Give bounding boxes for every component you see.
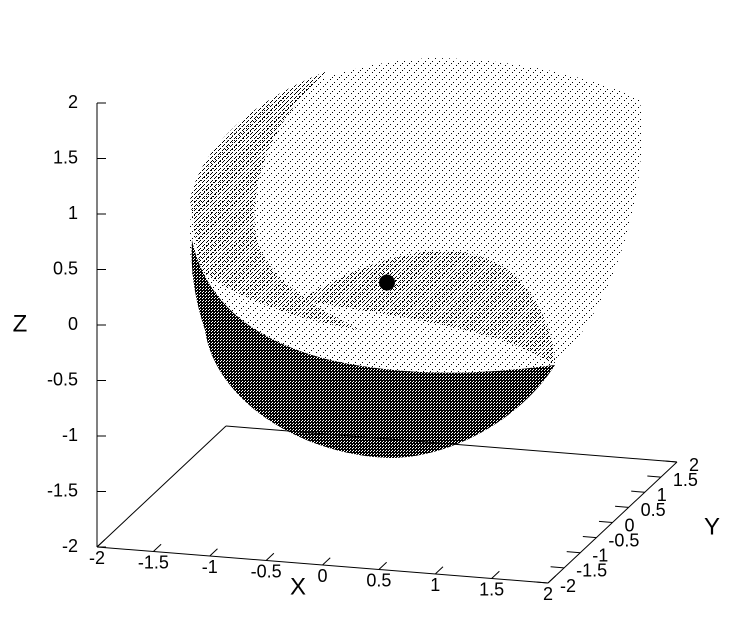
- z-tick-label: -1.5: [47, 480, 78, 500]
- z-tick-label: -2: [62, 536, 78, 556]
- y-tick-label: 2: [689, 455, 699, 475]
- z-tick-label: -0.5: [47, 369, 78, 389]
- x-tick: [491, 570, 500, 579]
- x-tick-label: 0.5: [366, 570, 391, 590]
- z-tick-label: 1: [68, 203, 78, 223]
- y-axis-title: Y: [704, 513, 720, 540]
- x-tick-label: -1: [202, 557, 218, 577]
- x-tick: [547, 575, 557, 584]
- x-tick: [434, 566, 444, 575]
- y-tick-label: 0.5: [641, 500, 666, 520]
- x-tick-label: -2: [89, 548, 105, 568]
- axis-line: [225, 425, 678, 463]
- x-tick: [96, 539, 106, 548]
- y-tick: [631, 490, 645, 493]
- y-tick: [566, 551, 581, 554]
- x-tick-label: 1: [430, 575, 440, 595]
- z-tick-label: 0.5: [53, 258, 78, 278]
- x-tick-label: 2: [543, 584, 553, 604]
- y-tick: [615, 505, 629, 508]
- point-cloud: [189, 58, 642, 458]
- y-tick-label: -2: [560, 576, 576, 596]
- z-tick-label: 0: [68, 314, 78, 334]
- y-tick-label: -1: [592, 546, 608, 566]
- y-tick: [534, 581, 549, 584]
- y-tick-label: 1.5: [673, 470, 698, 490]
- x-tick-label: 1.5: [479, 579, 504, 599]
- y-tick: [582, 536, 597, 539]
- x-tick-label: 0: [317, 566, 327, 586]
- x-tick: [153, 543, 162, 552]
- x-tick: [209, 548, 218, 557]
- z-tick-label: -1: [62, 425, 78, 445]
- y-tick-label: 0: [625, 515, 635, 535]
- axis-line: [96, 425, 227, 548]
- y-tick: [647, 475, 661, 478]
- x-tick: [378, 561, 387, 570]
- x-tick: [322, 557, 331, 566]
- x-tick-label: -1.5: [138, 552, 169, 572]
- y-tick-label: -0.5: [608, 530, 639, 550]
- point: [379, 274, 395, 291]
- y-tick-label: 1: [657, 485, 667, 505]
- z-tick-label: 2: [68, 92, 78, 112]
- x-axis-title: X: [290, 573, 306, 600]
- y-tick: [663, 460, 678, 463]
- y-tick: [598, 520, 613, 523]
- z-axis-title: Z: [13, 310, 28, 337]
- y-tick-label: -1.5: [576, 561, 607, 581]
- z-tick-label: 1.5: [53, 147, 78, 167]
- x-tick: [265, 552, 275, 561]
- y-tick: [550, 566, 565, 569]
- x-tick-label: -0.5: [251, 561, 282, 581]
